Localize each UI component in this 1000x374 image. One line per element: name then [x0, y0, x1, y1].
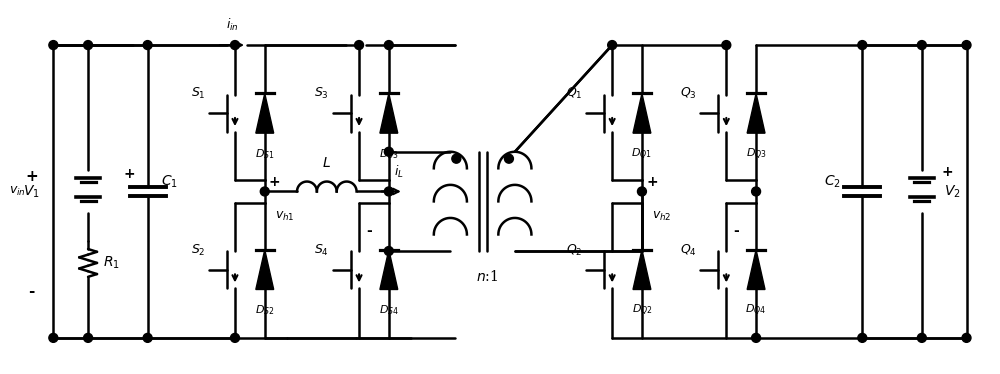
Text: -: - [366, 224, 372, 238]
Circle shape [722, 41, 731, 49]
Text: $n$:1: $n$:1 [476, 269, 499, 284]
Polygon shape [633, 250, 651, 289]
Circle shape [49, 41, 58, 49]
Polygon shape [256, 250, 274, 289]
Circle shape [143, 333, 152, 342]
Text: $D_{S1}$: $D_{S1}$ [255, 147, 275, 161]
Text: $D_{Q2}$: $D_{Q2}$ [632, 303, 652, 319]
Text: $Q_2$: $Q_2$ [566, 243, 582, 258]
Circle shape [752, 187, 761, 196]
Polygon shape [380, 94, 398, 133]
Text: $C_1$: $C_1$ [161, 173, 177, 190]
Text: $L$: $L$ [322, 156, 331, 170]
Circle shape [260, 187, 269, 196]
Text: +: + [646, 175, 658, 188]
Circle shape [917, 41, 926, 49]
Circle shape [384, 187, 393, 196]
Text: $S_3$: $S_3$ [314, 86, 329, 101]
Text: +: + [25, 169, 38, 184]
Text: $v_{h1}$: $v_{h1}$ [275, 210, 294, 223]
Polygon shape [256, 94, 274, 133]
Text: $D_{Q1}$: $D_{Q1}$ [631, 147, 652, 162]
Text: $Q_1$: $Q_1$ [566, 86, 582, 101]
Circle shape [49, 333, 58, 342]
Circle shape [231, 333, 239, 342]
Circle shape [143, 41, 152, 49]
Circle shape [384, 41, 393, 49]
Text: $S_2$: $S_2$ [191, 243, 205, 258]
Text: $S_4$: $S_4$ [314, 243, 329, 258]
Polygon shape [747, 250, 765, 289]
Circle shape [84, 41, 93, 49]
Circle shape [231, 41, 239, 49]
Text: $D_{S4}$: $D_{S4}$ [379, 303, 399, 317]
Polygon shape [633, 94, 651, 133]
Text: $Q_4$: $Q_4$ [680, 243, 697, 258]
Text: $V_2$: $V_2$ [944, 183, 960, 200]
Text: $D_{S2}$: $D_{S2}$ [255, 303, 275, 317]
Text: +: + [269, 175, 280, 188]
Text: $i_{in}$: $i_{in}$ [226, 17, 238, 33]
Circle shape [384, 246, 393, 255]
Text: $v_{in}$: $v_{in}$ [9, 185, 25, 198]
Circle shape [637, 187, 646, 196]
Text: $v_{h2}$: $v_{h2}$ [652, 210, 671, 223]
Circle shape [384, 147, 393, 156]
Text: $V_1$: $V_1$ [23, 183, 40, 200]
Text: +: + [124, 166, 136, 181]
Text: $D_{Q3}$: $D_{Q3}$ [746, 147, 767, 162]
Circle shape [917, 333, 926, 342]
Circle shape [84, 333, 93, 342]
Text: $D_{S3}$: $D_{S3}$ [379, 147, 399, 161]
Circle shape [504, 154, 513, 163]
Text: $S_1$: $S_1$ [191, 86, 205, 101]
Circle shape [608, 41, 617, 49]
Circle shape [858, 333, 867, 342]
Text: $C_2$: $C_2$ [824, 173, 840, 190]
Text: +: + [942, 165, 953, 179]
Circle shape [962, 333, 971, 342]
Circle shape [355, 41, 364, 49]
Text: $Q_3$: $Q_3$ [680, 86, 697, 101]
Polygon shape [747, 94, 765, 133]
Text: $R_1$: $R_1$ [103, 255, 120, 271]
Circle shape [752, 333, 761, 342]
Circle shape [858, 41, 867, 49]
Text: $i_{L}$: $i_{L}$ [394, 163, 404, 180]
Circle shape [452, 154, 461, 163]
Circle shape [962, 41, 971, 49]
Text: -: - [733, 224, 739, 238]
Text: -: - [28, 284, 35, 299]
Polygon shape [380, 250, 398, 289]
Text: $D_{Q4}$: $D_{Q4}$ [745, 303, 767, 319]
